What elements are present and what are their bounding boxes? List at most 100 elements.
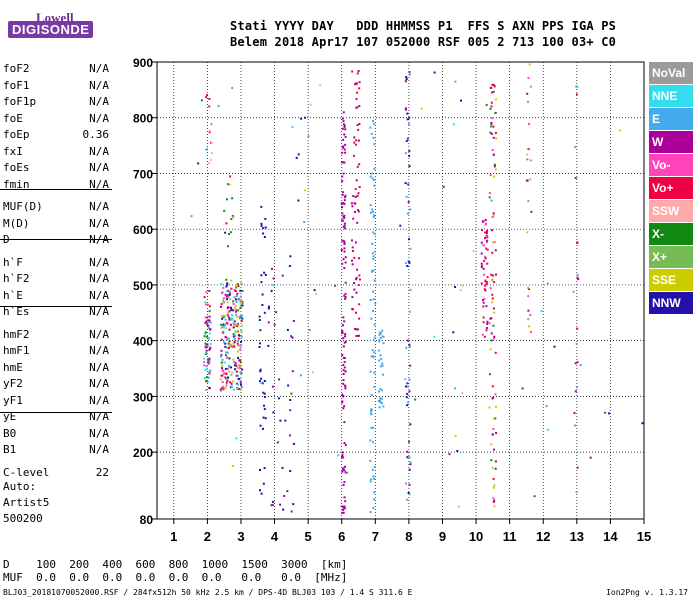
echo-point — [190, 215, 193, 218]
echo-point — [226, 298, 229, 301]
echo-point — [356, 194, 359, 197]
echo-point — [490, 122, 493, 124]
echo-point — [224, 231, 227, 234]
echo-point — [208, 98, 211, 100]
echo-point — [291, 126, 294, 128]
echo-point — [357, 210, 360, 213]
echo-point — [382, 405, 385, 408]
echo-point — [577, 278, 580, 281]
echo-point — [270, 504, 273, 507]
echo-point — [381, 329, 384, 332]
echo-point — [343, 405, 346, 408]
echo-point — [354, 195, 357, 198]
echo-point — [260, 205, 263, 208]
echo-point — [492, 307, 495, 310]
echo-point — [238, 359, 241, 362]
echo-point — [232, 216, 235, 219]
param-row-b0: B0 N/A — [3, 427, 109, 441]
param-value: N/A — [89, 393, 109, 407]
echo-point — [355, 311, 358, 314]
echo-point — [405, 108, 408, 111]
echo-point — [457, 505, 460, 508]
echo-point — [343, 199, 346, 202]
echo-point — [233, 320, 236, 323]
echo-point — [442, 185, 445, 188]
y-tick-label: 300 — [133, 390, 153, 404]
echo-point — [300, 117, 303, 120]
echo-point — [203, 357, 206, 360]
echo-point — [208, 310, 211, 313]
echo-point — [488, 406, 491, 409]
echo-point — [493, 165, 496, 168]
echo-point — [240, 320, 243, 322]
echo-point — [492, 136, 495, 139]
echo-point — [404, 107, 407, 110]
echo-point — [205, 389, 208, 391]
echo-point — [604, 411, 607, 414]
echo-point — [233, 341, 236, 344]
echo-point — [303, 221, 306, 223]
echo-point — [205, 367, 208, 370]
echo-point — [292, 442, 295, 445]
echo-point — [237, 383, 239, 386]
echo-point — [341, 401, 344, 404]
echo-point — [355, 179, 358, 182]
echo-point — [486, 322, 489, 325]
echo-point — [490, 443, 493, 446]
echo-point — [225, 384, 228, 387]
echo-point — [356, 328, 359, 331]
echo-point — [528, 63, 531, 66]
echo-point — [379, 365, 382, 368]
echo-point — [493, 448, 495, 451]
echo-point — [236, 382, 239, 385]
echo-point — [342, 172, 345, 175]
echo-point — [370, 410, 373, 413]
echo-point — [343, 469, 346, 472]
echo-point — [226, 283, 229, 286]
auto-label: Auto: — [3, 480, 37, 493]
echo-point — [373, 498, 375, 501]
echo-point — [353, 136, 356, 139]
echo-point — [344, 292, 347, 295]
echo-point — [225, 285, 228, 288]
echo-point — [492, 428, 495, 430]
echo-point — [454, 286, 456, 288]
echo-point — [208, 129, 211, 132]
echo-point — [228, 328, 231, 331]
param-value: N/A — [89, 177, 109, 191]
echo-point — [227, 289, 230, 292]
echo-point — [225, 351, 228, 354]
echo-point — [372, 339, 375, 342]
echo-point — [491, 279, 494, 282]
param-name: foF1p — [3, 95, 37, 108]
y-tick-label: 500 — [133, 279, 153, 293]
echo-point — [237, 337, 240, 340]
param-value: N/A — [89, 144, 109, 158]
echo-point — [342, 456, 345, 459]
echo-point — [529, 314, 532, 317]
echo-point — [235, 298, 237, 301]
echo-point — [228, 310, 231, 313]
echo-point — [545, 405, 548, 408]
param-name: fmin — [3, 177, 30, 191]
echo-point — [378, 339, 381, 342]
echo-point — [486, 239, 489, 242]
echo-point — [481, 264, 483, 267]
echo-point — [236, 342, 239, 345]
echo-point — [226, 351, 229, 354]
echo-point — [231, 371, 234, 374]
echo-point — [232, 342, 235, 345]
echo-point — [240, 383, 242, 386]
param-value: N/A — [89, 344, 109, 357]
echo-point — [575, 491, 578, 493]
echo-point — [277, 397, 280, 400]
echo-point — [228, 340, 231, 343]
echo-point — [490, 86, 493, 89]
param-name: hmE — [3, 360, 23, 374]
echo-point — [343, 124, 346, 127]
param-name: hmF1 — [3, 344, 30, 357]
param-name: foF2 — [3, 62, 30, 75]
param-row-ye: yE N/A — [3, 410, 109, 424]
echo-point — [491, 301, 493, 304]
echo-point — [408, 440, 411, 443]
